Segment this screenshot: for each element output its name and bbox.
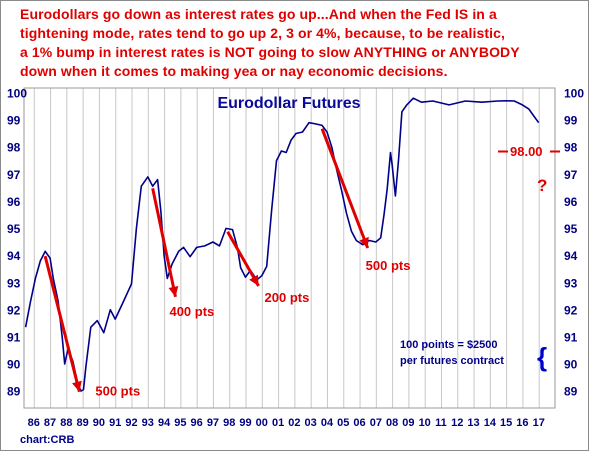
y-tick-label-right: 89 <box>564 385 578 399</box>
note-brace: { <box>537 342 547 372</box>
x-tick-label: 09 <box>402 417 414 429</box>
y-tick-label-right: 98 <box>564 141 578 155</box>
annotation-arrow <box>151 188 177 298</box>
x-tick-label: 88 <box>60 417 72 429</box>
x-tick-label: 07 <box>370 417 382 429</box>
question-mark: ? <box>537 176 547 195</box>
y-tick-label-right: 99 <box>564 114 578 128</box>
x-tick-label: 06 <box>353 417 365 429</box>
x-tick-label: 16 <box>516 417 528 429</box>
source-credit: chart:CRB <box>20 434 74 446</box>
x-tick-label: 02 <box>288 417 300 429</box>
y-tick-label-left: 97 <box>7 168 21 182</box>
y-tick-label-left: 92 <box>7 303 21 317</box>
y-tick-label-left: 91 <box>7 330 21 344</box>
y-tick-label-right: 90 <box>564 358 578 372</box>
y-tick-label-left: 89 <box>7 385 21 399</box>
x-tick-label: 93 <box>142 417 154 429</box>
headline-line: down when it comes to making yea or nay … <box>20 63 448 79</box>
y-tick-label-left: 95 <box>7 222 21 236</box>
note-line-1: 100 points = $2500 <box>400 339 498 351</box>
y-axis-left: 89 90 91 92 93 94 95 96 97 98 99 100 <box>7 86 27 398</box>
y-tick-label-left: 99 <box>7 114 21 128</box>
annotation-label: 500 pts <box>366 258 411 273</box>
annotation-label: 400 pts <box>169 304 214 319</box>
x-tick-label: 11 <box>435 417 447 429</box>
annotations: 500 pts 400 pts 200 pts 500 pts <box>43 128 411 399</box>
headline-line: a 1% bump in interest rates is NOT going… <box>20 44 520 60</box>
x-tick-label: 08 <box>386 417 398 429</box>
x-tick-label: 01 <box>272 417 284 429</box>
x-tick-label: 00 <box>256 417 268 429</box>
x-tick-label: 92 <box>125 417 137 429</box>
y-tick-label-left: 98 <box>7 141 21 155</box>
annotation-arrowhead <box>359 236 369 248</box>
y-tick-label-right: 100 <box>564 86 584 100</box>
annotation-label: 500 pts <box>95 384 140 399</box>
x-tick-label: 90 <box>93 417 105 429</box>
y-tick-label-right: 93 <box>564 276 578 290</box>
y-tick-label-right: 94 <box>564 249 578 263</box>
note-line-2: per futures contract <box>400 355 504 367</box>
plot-area-border <box>23 87 556 409</box>
x-tick-label: 96 <box>191 417 203 429</box>
y-tick-label-right: 97 <box>564 168 578 182</box>
reference-label: 98.00 <box>510 144 543 159</box>
x-tick-label: 89 <box>77 417 89 429</box>
x-tick-label: 97 <box>207 417 219 429</box>
annotation-arrow <box>43 255 81 393</box>
annotation-arrow <box>320 128 370 249</box>
x-tick-label: 86 <box>28 417 40 429</box>
x-tick-label: 98 <box>223 417 235 429</box>
x-tick-label: 15 <box>500 417 512 429</box>
x-axis: 86 87 88 89 90 91 92 93 94 95 96 97 98 99 00 01 02 03 04 05… <box>28 417 545 429</box>
x-tick-label: 87 <box>44 417 56 429</box>
y-tick-label-left: 94 <box>7 249 21 263</box>
x-tick-label: 03 <box>305 417 317 429</box>
x-tick-label: 12 <box>451 417 463 429</box>
y-axis-right: 89 90 91 92 93 94 95 96 97 98 99 100 <box>564 86 584 398</box>
x-tick-label: 99 <box>239 417 251 429</box>
x-tick-label: 10 <box>419 417 431 429</box>
chart-title: Eurodollar Futures <box>217 95 360 112</box>
y-tick-label-right: 96 <box>564 195 578 209</box>
y-tick-label-right: 95 <box>564 222 578 236</box>
x-tick-label: 05 <box>337 417 349 429</box>
annotation-arrowhead <box>249 274 259 286</box>
annotation-arrowhead <box>72 380 82 392</box>
y-tick-label-left: 90 <box>7 358 21 372</box>
y-tick-label-right: 92 <box>564 303 578 317</box>
x-tick-label: 94 <box>158 417 171 429</box>
x-tick-label: 04 <box>321 417 334 429</box>
y-tick-label-left: 96 <box>7 195 21 209</box>
annotation-label: 200 pts <box>265 290 310 305</box>
x-tick-label: 95 <box>174 417 186 429</box>
x-tick-label: 91 <box>109 417 121 429</box>
x-tick-label: 17 <box>533 417 545 429</box>
annotation-arrowhead <box>168 285 179 297</box>
y-tick-label-left: 100 <box>7 86 27 100</box>
headline-line: Eurodollars go down as interest rates go… <box>20 6 497 22</box>
annotation-arrow <box>226 230 260 287</box>
headline-line: tightening mode, rates tend to go up 2, … <box>20 25 506 41</box>
x-tick-label: 14 <box>484 417 497 429</box>
y-tick-label-right: 91 <box>564 330 578 344</box>
y-tick-label-left: 93 <box>7 276 21 290</box>
headline: Eurodollars go down as interest rates go… <box>20 5 580 81</box>
x-tick-label: 13 <box>467 417 479 429</box>
